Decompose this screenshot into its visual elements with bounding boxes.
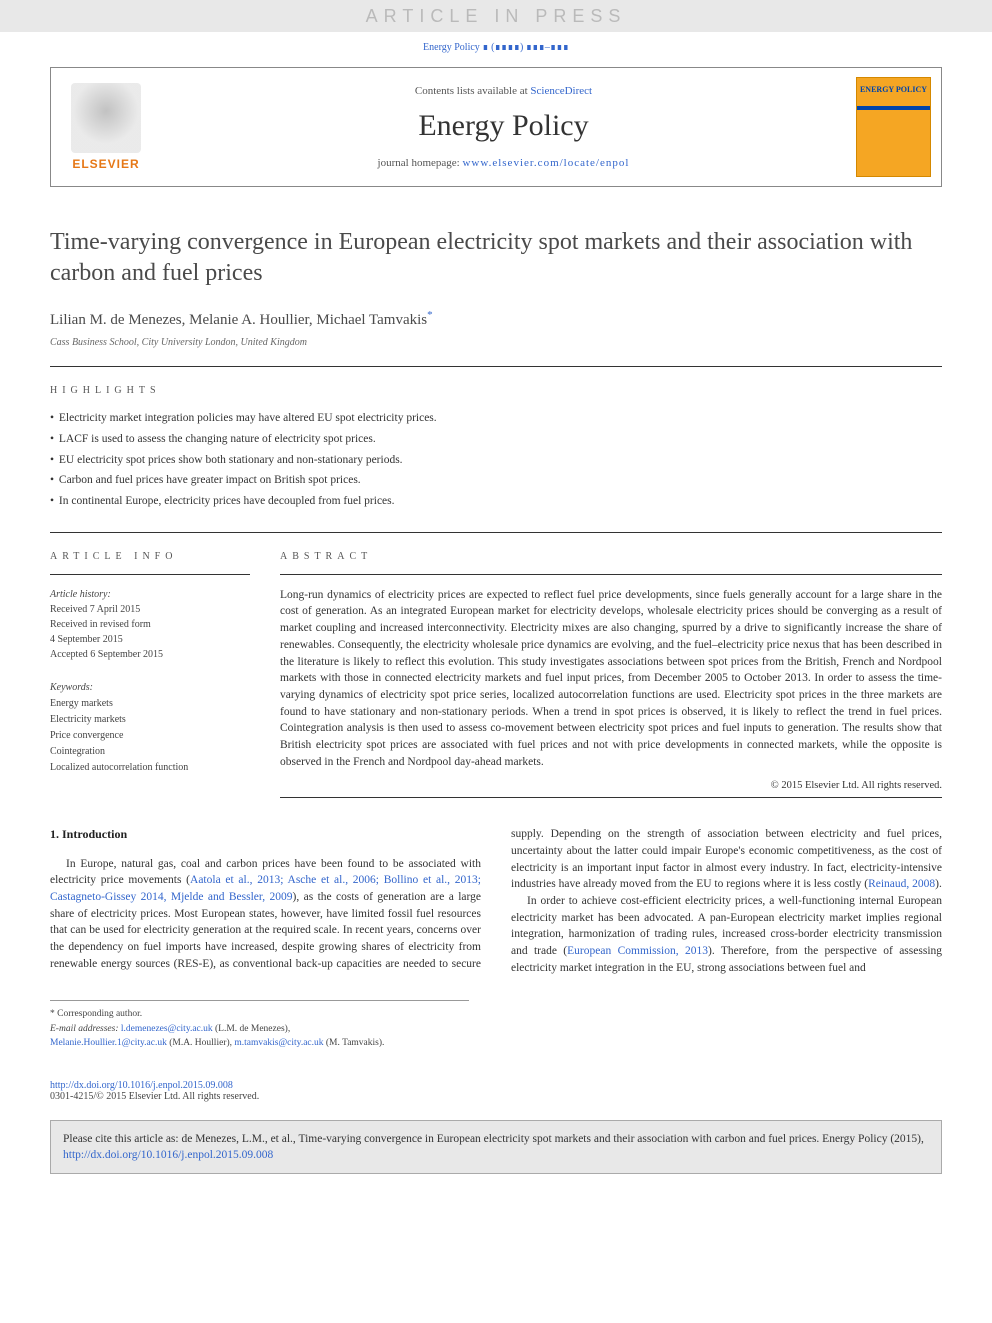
highlight-item: Electricity market integration policies … xyxy=(50,408,942,429)
highlights-label: HIGHLIGHTS xyxy=(50,385,942,396)
article-in-press-banner: ARTICLE IN PRESS xyxy=(0,0,992,32)
email-who: (L.M. de Menezes), xyxy=(213,1024,291,1034)
revised-label: Received in revised form xyxy=(50,617,250,632)
footnotes: * Corresponding author. E-mail addresses… xyxy=(50,1000,469,1050)
abstract-rule xyxy=(280,574,942,575)
highlights-list: Electricity market integration policies … xyxy=(50,408,942,511)
article-title: Time-varying convergence in European ele… xyxy=(50,227,942,289)
affiliation: Cass Business School, City University Lo… xyxy=(50,337,942,348)
keyword: Energy markets xyxy=(50,696,250,712)
email-link[interactable]: m.tamvakis@city.ac.uk xyxy=(234,1038,323,1048)
email-who: (M. Tamvakis). xyxy=(324,1038,385,1048)
citation-link[interactable]: European Commission, 2013 xyxy=(567,945,708,957)
highlight-item: In continental Europe, electricity price… xyxy=(50,491,942,512)
highlight-item: Carbon and fuel prices have greater impa… xyxy=(50,470,942,491)
info-rule xyxy=(50,574,250,575)
cite-doi-link[interactable]: http://dx.doi.org/10.1016/j.enpol.2015.0… xyxy=(63,1149,273,1161)
received-date: Received 7 April 2015 xyxy=(50,602,250,617)
keyword: Electricity markets xyxy=(50,712,250,728)
highlight-item: EU electricity spot prices show both sta… xyxy=(50,450,942,471)
accepted-date: Accepted 6 September 2015 xyxy=(50,647,250,662)
email-link[interactable]: l.demenezes@city.ac.uk xyxy=(121,1024,213,1034)
main-content: Time-varying convergence in European ele… xyxy=(0,187,992,1070)
keywords-block: Keywords: Energy markets Electricity mar… xyxy=(50,680,250,776)
rule-top xyxy=(50,366,942,367)
info-abstract-row: ARTICLE INFO Article history: Received 7… xyxy=(50,533,942,798)
abstract-bottom-rule xyxy=(280,797,942,798)
body-text: 1. Introduction In Europe, natural gas, … xyxy=(50,826,942,976)
corresponding-mark: * xyxy=(427,309,433,321)
homepage-prefix: journal homepage: xyxy=(378,157,463,169)
article-info-label: ARTICLE INFO xyxy=(50,551,250,562)
corresponding-author-note: * Corresponding author. xyxy=(50,1007,469,1021)
article-history: Article history: Received 7 April 2015 R… xyxy=(50,587,250,662)
contents-prefix: Contents lists available at xyxy=(415,85,530,97)
issn-copyright-line: 0301-4215/© 2015 Elsevier Ltd. All right… xyxy=(50,1091,942,1102)
doi-link[interactable]: http://dx.doi.org/10.1016/j.enpol.2015.0… xyxy=(50,1080,233,1091)
elsevier-wordmark: ELSEVIER xyxy=(72,157,139,171)
journal-header: ELSEVIER Contents lists available at Sci… xyxy=(50,67,942,187)
body-paragraph: In order to achieve cost-efficient elect… xyxy=(511,893,942,976)
cover-band xyxy=(857,106,930,110)
authors-text: Lilian M. de Menezes, Melanie A. Houllie… xyxy=(50,312,427,328)
citation-link[interactable]: Reinaud, 2008 xyxy=(868,878,935,890)
article-info-column: ARTICLE INFO Article history: Received 7… xyxy=(50,533,250,798)
contents-lists-line: Contents lists available at ScienceDirec… xyxy=(151,85,856,97)
author-list: Lilian M. de Menezes, Melanie A. Houllie… xyxy=(50,309,942,329)
keyword: Price convergence xyxy=(50,728,250,744)
revised-date: 4 September 2015 xyxy=(50,632,250,647)
email-link[interactable]: Melanie.Houllier.1@city.ac.uk xyxy=(50,1038,167,1048)
elsevier-tree-icon xyxy=(71,83,141,153)
journal-name: Energy Policy xyxy=(151,109,856,143)
please-cite-box: Please cite this article as: de Menezes,… xyxy=(50,1120,942,1174)
highlight-item: LACF is used to assess the changing natu… xyxy=(50,429,942,450)
keyword: Cointegration xyxy=(50,744,250,760)
email-addresses: E-mail addresses: l.demenezes@city.ac.uk… xyxy=(50,1022,469,1051)
citation-header: Energy Policy ∎ (∎∎∎∎) ∎∎∎–∎∎∎ xyxy=(0,32,992,67)
abstract-text: Long-run dynamics of electricity prices … xyxy=(280,587,942,770)
abstract-copyright: © 2015 Elsevier Ltd. All rights reserved… xyxy=(280,780,942,791)
elsevier-logo: ELSEVIER xyxy=(61,77,151,177)
email-who: (M.A. Houllier), xyxy=(167,1038,235,1048)
abstract-label: ABSTRACT xyxy=(280,551,942,562)
journal-homepage-line: journal homepage: www.elsevier.com/locat… xyxy=(151,157,856,169)
cite-text: Please cite this article as: de Menezes,… xyxy=(63,1133,924,1145)
email-label: E-mail addresses: xyxy=(50,1024,121,1034)
doi-block: http://dx.doi.org/10.1016/j.enpol.2015.0… xyxy=(0,1080,992,1120)
keywords-label: Keywords: xyxy=(50,680,250,696)
journal-cover-thumbnail: ENERGY POLICY xyxy=(856,77,931,177)
cover-title: ENERGY POLICY xyxy=(857,86,930,95)
header-center: Contents lists available at ScienceDirec… xyxy=(151,85,856,169)
journal-homepage-link[interactable]: www.elsevier.com/locate/enpol xyxy=(462,157,629,169)
abstract-column: ABSTRACT Long-run dynamics of electricit… xyxy=(280,533,942,798)
section-heading: 1. Introduction xyxy=(50,826,481,843)
keyword: Localized autocorrelation function xyxy=(50,760,250,776)
sciencedirect-link[interactable]: ScienceDirect xyxy=(530,85,592,97)
history-label: Article history: xyxy=(50,587,250,602)
para-text: ). xyxy=(935,878,942,890)
